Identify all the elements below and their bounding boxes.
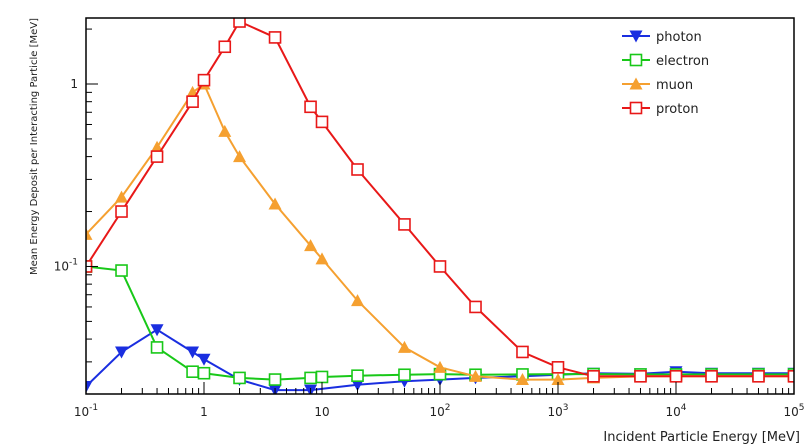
y-tick-label: 10-1 <box>54 257 78 273</box>
x-axis-title: Incident Particle Energy [MeV] <box>603 430 800 445</box>
data-point-muon <box>397 340 411 353</box>
x-tick-label: 1 <box>200 405 208 419</box>
data-point-photon <box>351 379 365 392</box>
legend-label: photon <box>656 30 702 45</box>
legend-item-photon: photon <box>622 30 702 45</box>
data-point-muon <box>218 124 232 137</box>
x-tick-label: 102 <box>429 403 450 419</box>
series-line-proton <box>86 20 794 378</box>
axes-layer: 10-1 1 10 102 103 104 105 10-1 1 <box>54 17 805 419</box>
plot-frame <box>85 17 795 395</box>
data-point-muon <box>86 227 93 240</box>
data-point-proton <box>115 205 128 218</box>
data-point-proton <box>752 370 765 383</box>
data-point-muon <box>433 360 447 373</box>
data-point-proton <box>315 115 329 129</box>
legend-label: electron <box>656 54 709 69</box>
legend-label: muon <box>656 78 693 93</box>
data-point-proton <box>351 163 364 176</box>
data-point-muon <box>469 369 483 382</box>
data-point-electron <box>115 264 128 277</box>
y-axis-title: Mean Energy Deposit per Interacting Part… <box>29 18 40 275</box>
data-point-photon <box>115 346 129 359</box>
data-point-electron <box>233 371 246 385</box>
data-point-electron <box>304 371 317 385</box>
data-point-muon <box>551 373 565 386</box>
data-point-proton <box>634 370 647 383</box>
x-tick-label: 104 <box>665 403 686 419</box>
data-point-electron <box>186 365 199 379</box>
data-point-proton <box>268 31 282 44</box>
data-point-electron <box>197 366 211 380</box>
data-point-proton <box>186 95 199 108</box>
y-tick-label: 1 <box>70 77 78 91</box>
data-point-proton <box>516 345 529 359</box>
data-point-muon <box>268 197 282 210</box>
data-point-electron <box>351 369 364 382</box>
data-point-proton <box>587 370 600 383</box>
plot-layer <box>86 18 794 394</box>
legend-swatch-marker <box>629 30 643 43</box>
data-point-muon <box>351 294 365 307</box>
data-point-electron <box>150 341 164 354</box>
data-point-proton <box>551 361 565 374</box>
data-point-photon <box>150 324 164 337</box>
data-point-muon <box>315 252 329 265</box>
legend: photon electron muon proton <box>622 30 709 117</box>
legend-swatch-marker <box>629 101 643 115</box>
data-point-muon <box>304 239 318 252</box>
x-tick-label: 105 <box>783 403 804 419</box>
data-point-photon <box>86 380 93 393</box>
data-point-proton <box>705 370 718 383</box>
data-point-proton <box>218 40 232 54</box>
data-point-proton <box>150 150 164 163</box>
x-tick-label: 10-1 <box>74 403 98 419</box>
legend-item-muon: muon <box>622 77 693 93</box>
data-point-proton <box>787 370 794 383</box>
x-tick-label: 103 <box>547 403 568 419</box>
data-point-photon <box>186 346 200 359</box>
data-point-muon <box>515 373 529 386</box>
x-tick-label: 10 <box>314 405 329 419</box>
legend-swatch-marker <box>629 77 643 90</box>
data-point-proton <box>469 300 482 314</box>
data-point-muon <box>233 150 247 163</box>
data-point-proton <box>233 18 246 28</box>
data-point-electron <box>268 373 282 386</box>
legend-label: proton <box>656 102 699 117</box>
data-point-proton <box>398 218 411 231</box>
series-proton <box>86 18 794 383</box>
data-point-proton <box>669 370 683 383</box>
data-point-proton <box>304 100 317 114</box>
data-point-electron <box>315 370 329 384</box>
data-point-proton <box>197 73 211 87</box>
data-point-electron <box>398 368 411 382</box>
legend-item-proton: proton <box>622 101 699 117</box>
data-point-photon <box>197 353 211 366</box>
series-muon <box>86 77 794 386</box>
data-point-muon <box>115 190 129 203</box>
data-point-proton <box>433 260 447 273</box>
legend-swatch-marker <box>629 53 643 67</box>
legend-item-electron: electron <box>622 53 709 69</box>
series-line-muon <box>86 82 794 381</box>
